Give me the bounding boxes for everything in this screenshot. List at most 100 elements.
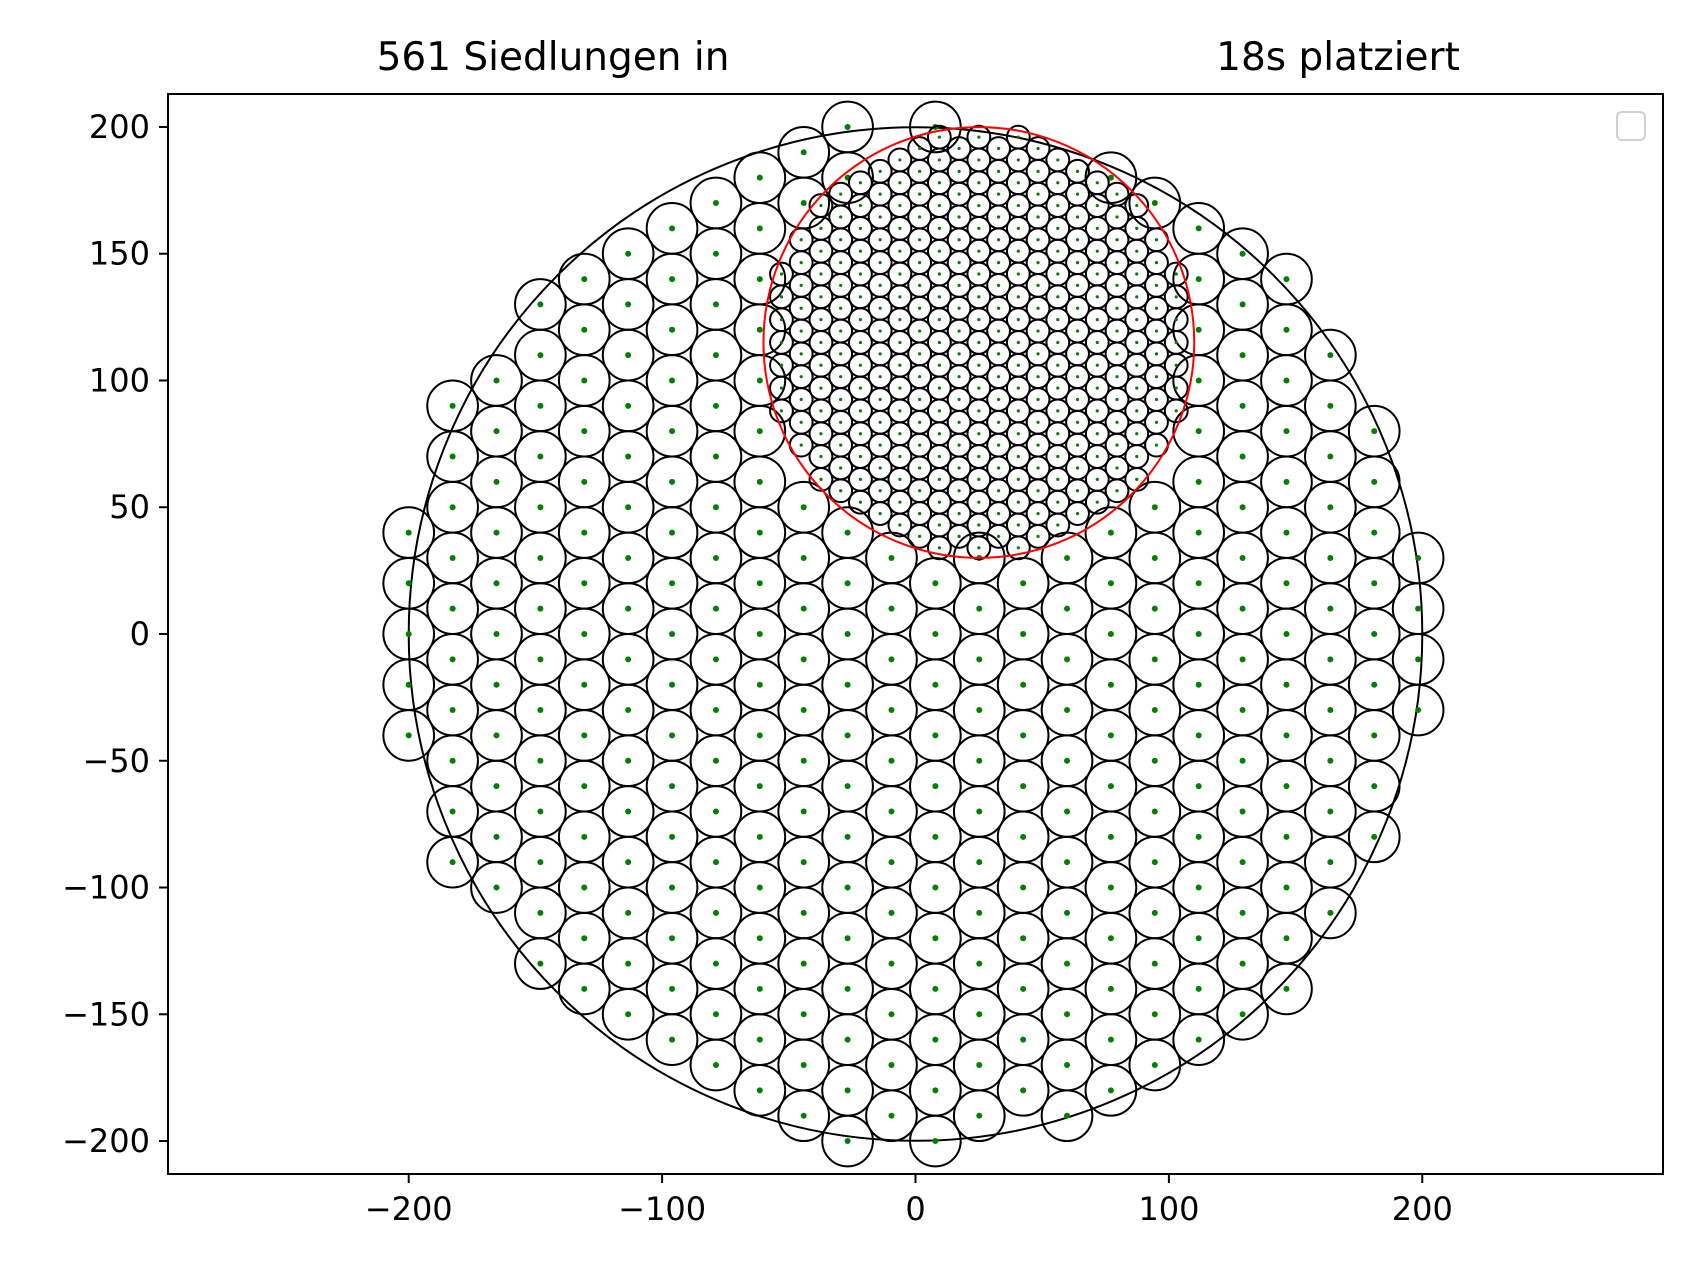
large-settlement-center — [888, 656, 895, 663]
small-settlement-center — [1154, 420, 1159, 424]
small-settlement-center — [957, 511, 961, 516]
small-settlement-center — [878, 238, 882, 242]
large-settlement-center — [800, 656, 807, 663]
y-tick-label: −150 — [62, 995, 150, 1033]
small-settlement-center — [957, 192, 961, 196]
small-settlement-center — [799, 238, 803, 242]
large-settlement-center — [712, 504, 719, 511]
large-settlement-center — [669, 681, 676, 688]
small-settlement-center — [996, 329, 1001, 333]
small-settlement-center — [1154, 329, 1159, 333]
small-settlement-center — [878, 260, 882, 265]
large-settlement-center — [1107, 1087, 1114, 1094]
large-settlement-circle — [1216, 227, 1269, 281]
large-settlement-center — [1064, 1011, 1071, 1018]
large-settlement-center — [405, 529, 412, 536]
large-settlement-center — [537, 453, 544, 460]
large-settlement-center — [756, 478, 763, 485]
large-settlement-center — [1107, 1036, 1114, 1043]
large-settlement-center — [888, 554, 895, 561]
large-settlement-center — [712, 301, 719, 308]
small-settlement-center — [878, 397, 882, 402]
large-settlement-center — [756, 1087, 763, 1094]
small-settlement-circle — [986, 136, 1011, 161]
small-settlement-center — [918, 283, 922, 288]
large-settlement-circle — [777, 125, 831, 179]
small-settlement-circle — [1163, 261, 1189, 287]
large-settlement-center — [1107, 783, 1114, 790]
large-settlement-center — [1020, 884, 1027, 891]
small-settlement-center — [1056, 158, 1060, 162]
large-settlement-center — [1327, 909, 1334, 916]
legend-box — [1616, 111, 1646, 141]
small-settlement-center — [918, 260, 922, 265]
small-settlement-center — [1075, 397, 1080, 402]
small-settlement-center — [977, 135, 981, 139]
small-settlement-center — [1115, 489, 1119, 493]
large-settlement-center — [625, 656, 632, 663]
small-settlement-center — [1056, 363, 1060, 367]
small-settlement-center — [1075, 420, 1080, 424]
large-settlement-center — [1327, 504, 1334, 511]
small-settlement-center — [996, 215, 1001, 219]
large-settlement-center — [1107, 631, 1114, 637]
small-settlement-center — [779, 409, 784, 413]
large-settlement-center — [800, 554, 807, 561]
large-settlement-center — [888, 605, 895, 612]
large-settlement-center — [712, 859, 719, 866]
large-settlement-center — [712, 960, 719, 967]
small-settlement-center — [898, 158, 902, 162]
large-settlement-center — [1239, 707, 1246, 714]
small-settlement-circle — [867, 158, 893, 184]
y-tick-label: 150 — [89, 235, 150, 273]
large-settlement-center — [756, 174, 763, 181]
large-settlement-center — [625, 960, 632, 967]
small-settlement-center — [878, 329, 882, 333]
large-settlement-center — [1107, 681, 1114, 688]
small-settlement-center — [858, 409, 863, 413]
small-settlement-center — [1095, 318, 1099, 322]
large-settlement-center — [1239, 808, 1246, 815]
large-settlement-center — [932, 732, 939, 739]
large-settlement-center — [625, 504, 632, 511]
large-settlement-center — [1151, 909, 1158, 916]
large-settlement-center — [449, 707, 456, 714]
small-settlement-center — [1154, 283, 1159, 288]
small-settlement-center — [1016, 158, 1020, 162]
large-settlement-center — [800, 909, 807, 916]
large-settlement-center — [1283, 884, 1290, 891]
large-settlement-center — [1151, 656, 1158, 663]
large-settlement-center — [625, 402, 632, 409]
small-settlement-center — [839, 192, 843, 196]
large-settlement-center — [405, 681, 412, 688]
large-settlement-center — [888, 859, 895, 866]
large-settlement-center — [493, 884, 500, 891]
small-settlement-center — [937, 500, 941, 504]
small-settlement-center — [819, 272, 823, 276]
small-settlement-center — [1135, 203, 1139, 208]
small-settlement-center — [1095, 181, 1099, 185]
small-settlement-center — [1135, 249, 1139, 253]
small-settlement-center — [779, 386, 784, 390]
small-settlement-center — [819, 409, 823, 413]
large-settlement-center — [1283, 783, 1290, 790]
large-settlement-center — [625, 301, 632, 308]
small-settlement-center — [1115, 306, 1119, 310]
small-settlement-center — [878, 352, 882, 356]
large-settlement-center — [449, 656, 456, 663]
large-settlement-center — [844, 123, 851, 130]
large-settlement-center — [405, 631, 412, 637]
small-settlement-center — [1095, 409, 1099, 413]
large-settlement-center — [756, 1036, 763, 1043]
small-settlement-center — [1016, 386, 1020, 390]
large-settlement-center — [1195, 326, 1202, 333]
small-settlement-center — [858, 340, 863, 345]
large-settlement-circle — [777, 480, 831, 534]
large-settlement-center — [932, 833, 939, 840]
small-settlement-center — [1036, 329, 1040, 333]
small-settlement-center — [1036, 283, 1040, 288]
small-settlement-center — [878, 283, 882, 288]
small-settlement-center — [878, 375, 882, 379]
large-settlement-center — [712, 250, 719, 257]
